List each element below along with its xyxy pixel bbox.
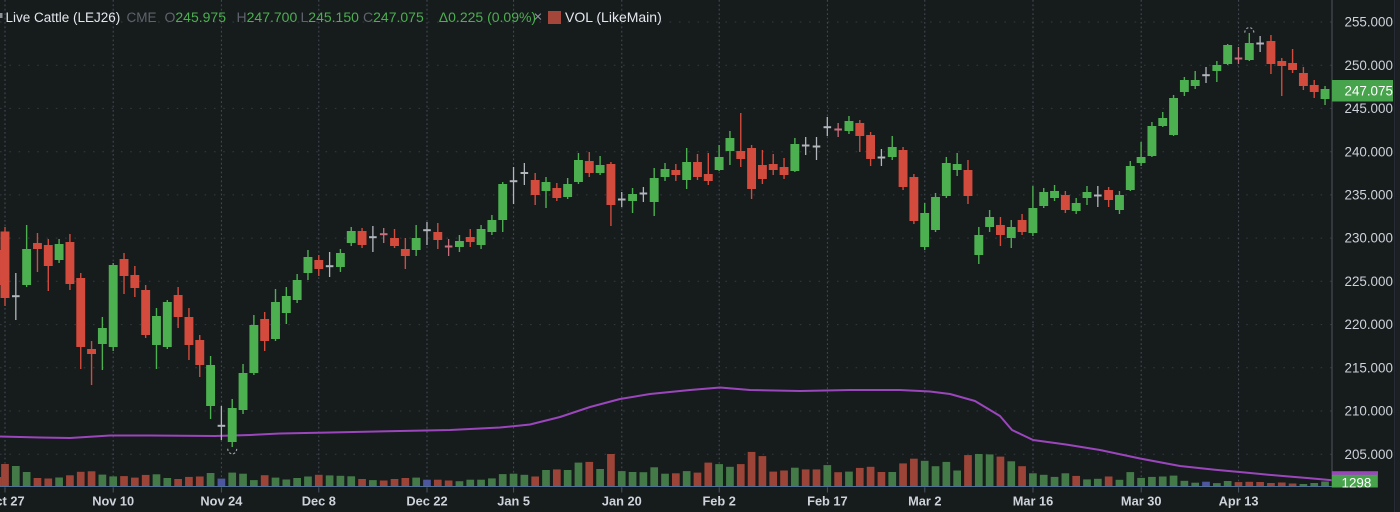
svg-text:Δ0.225 (0.09%): Δ0.225 (0.09%) <box>439 9 536 25</box>
svg-text:215.000: 215.000 <box>1345 360 1393 375</box>
svg-text:VOL (LikeMain): VOL (LikeMain) <box>565 9 662 25</box>
svg-text:255.000: 255.000 <box>1345 15 1393 30</box>
svg-text:Oct 27: Oct 27 <box>0 494 25 509</box>
svg-text:1298: 1298 <box>1342 476 1372 491</box>
svg-text:×: × <box>534 9 543 26</box>
svg-text:Mar 16: Mar 16 <box>1013 494 1054 509</box>
svg-text:Nov 24: Nov 24 <box>200 494 243 509</box>
svg-text:Jan 20: Jan 20 <box>602 494 642 509</box>
svg-text:250.000: 250.000 <box>1345 58 1393 73</box>
svg-text:230.000: 230.000 <box>1345 231 1393 246</box>
svg-text:Feb 2: Feb 2 <box>702 494 735 509</box>
svg-text:Apr 13: Apr 13 <box>1219 494 1259 509</box>
svg-text:247.075: 247.075 <box>1345 83 1393 98</box>
svg-text:L245.150: L245.150 <box>301 9 360 25</box>
svg-text:245.000: 245.000 <box>1345 101 1393 116</box>
svg-text:Dec 8: Dec 8 <box>302 494 336 509</box>
svg-text:Mar 2: Mar 2 <box>908 494 941 509</box>
svg-text:Feb 17: Feb 17 <box>807 494 848 509</box>
svg-text:CME: CME <box>127 10 157 25</box>
svg-text:Nov 10: Nov 10 <box>92 494 134 509</box>
svg-text:Dec 22: Dec 22 <box>406 494 447 509</box>
svg-text:240.000: 240.000 <box>1345 144 1393 159</box>
svg-text:205.000: 205.000 <box>1345 447 1393 462</box>
svg-text:225.000: 225.000 <box>1345 274 1393 289</box>
svg-text:O245.975: O245.975 <box>165 9 227 25</box>
svg-text:210.000: 210.000 <box>1345 404 1393 419</box>
svg-text:220.000: 220.000 <box>1345 317 1393 332</box>
svg-text:235.000: 235.000 <box>1345 188 1393 203</box>
svg-text:C247.075: C247.075 <box>363 9 424 25</box>
svg-text:Mar 30: Mar 30 <box>1121 494 1162 509</box>
svg-text:Live Cattle (LEJ26): Live Cattle (LEJ26) <box>6 10 121 25</box>
svg-text:H247.700: H247.700 <box>237 9 298 25</box>
svg-text:Jan 5: Jan 5 <box>497 494 530 509</box>
